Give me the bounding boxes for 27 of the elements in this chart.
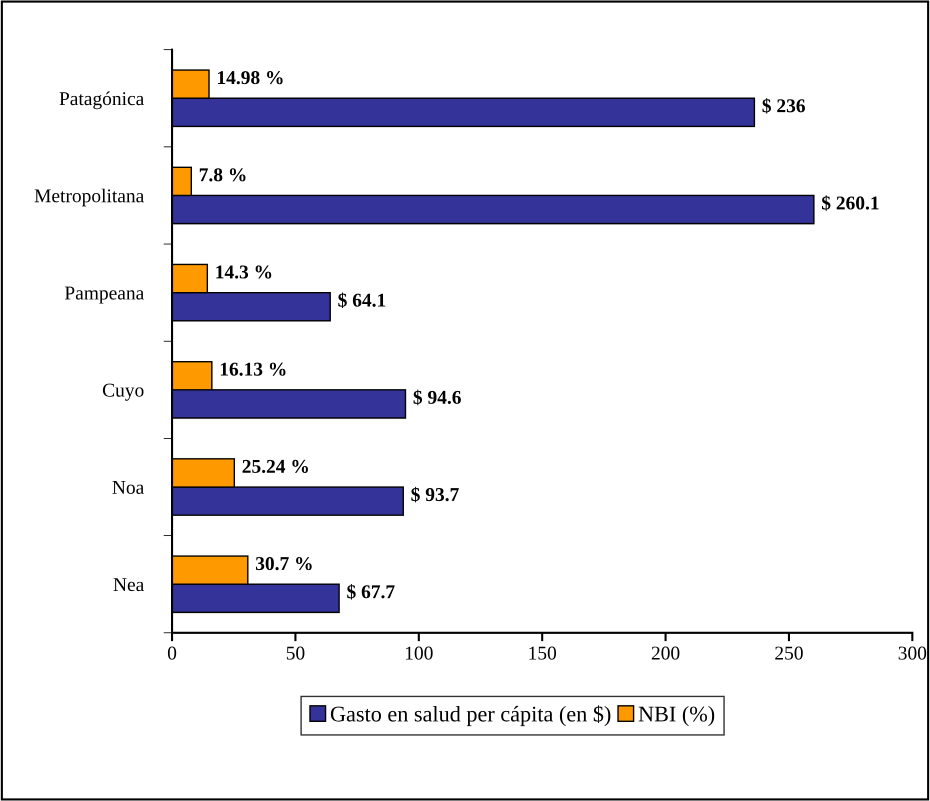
x-tick-label: 100 (406, 646, 433, 660)
x-tick-label: 0 (168, 646, 176, 660)
data-label: $ 236 (762, 98, 805, 114)
data-label: 16.13 % (220, 362, 286, 376)
y-tick-label: Metropolitana (34, 188, 144, 206)
y-tick-label: Nea (114, 578, 144, 592)
data-label: 7.8 % (200, 168, 246, 182)
x-tick-label: 150 (529, 646, 556, 660)
y-tick-label: Cuyo (102, 384, 144, 401)
y-tick-label: Noa (112, 481, 144, 494)
data-label: $ 64.1 (338, 292, 386, 308)
data-label: 14.3 % (216, 265, 272, 279)
x-tick-label: 50 (286, 646, 304, 660)
y-tick-label: Pampeana (64, 286, 144, 304)
data-label: 14.98 % (218, 71, 283, 84)
data-label: $ 260.1 (822, 195, 879, 211)
data-label: $ 94.6 (414, 390, 461, 406)
x-tick-label: 300 (898, 646, 926, 660)
data-label: $ 67.7 (347, 584, 395, 600)
legend-label: Gasto en salud per cápita (en $) (330, 705, 610, 726)
y-tick-label: Patagónica (60, 91, 144, 110)
data-label: 30.7 % (256, 556, 312, 570)
x-tick-label: 250 (775, 646, 803, 660)
legend-label: NBI (%) (638, 706, 714, 726)
x-tick-label: 200 (652, 646, 680, 660)
data-label: 25.24 % (242, 460, 308, 474)
data-label: $ 93.7 (411, 486, 459, 502)
